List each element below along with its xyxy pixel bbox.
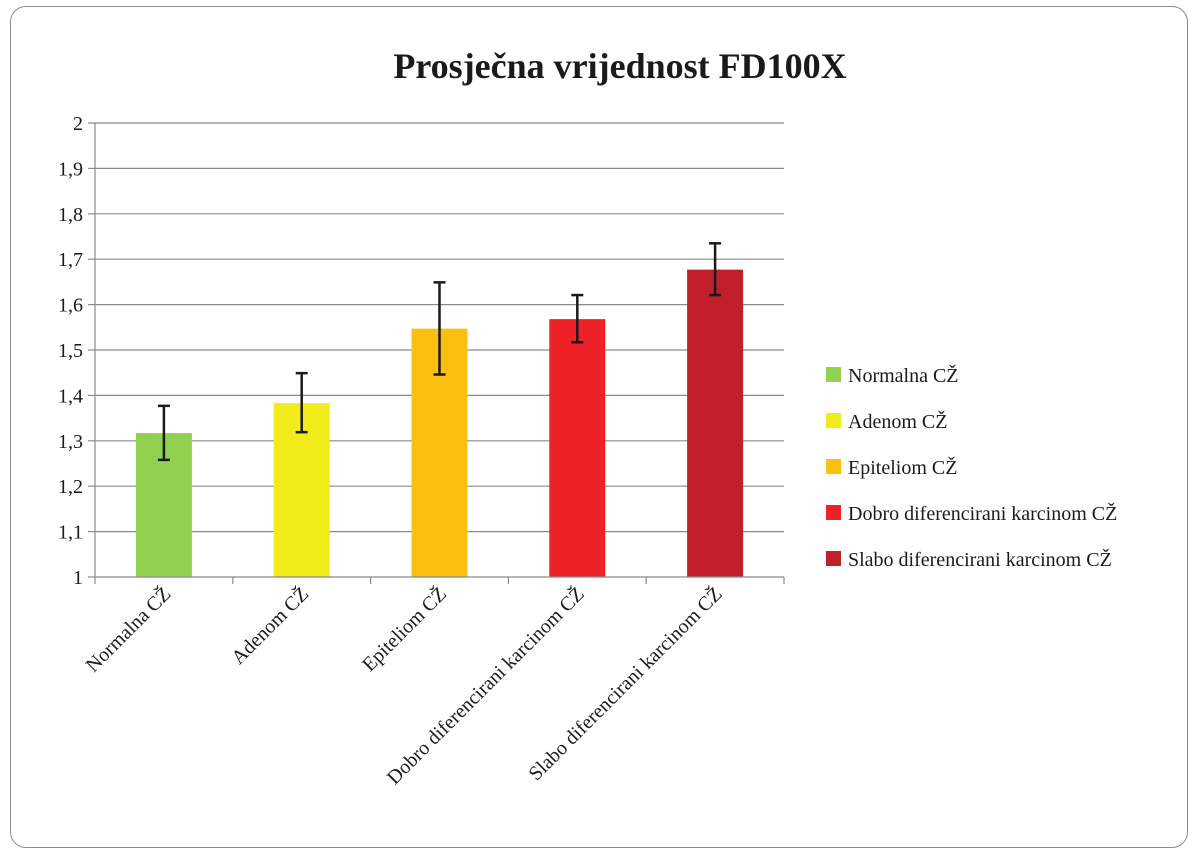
y-tick-label: 1,8 xyxy=(58,204,83,226)
legend-swatch xyxy=(826,551,841,566)
error-bars xyxy=(157,242,722,462)
legend-swatch xyxy=(826,367,841,382)
legend-swatch xyxy=(826,505,841,520)
y-tick-label: 1,3 xyxy=(58,431,83,453)
x-category-label: Adenom CŽ xyxy=(227,582,314,669)
x-category-label: Epiteliom CŽ xyxy=(357,582,451,676)
y-tick-label: 1,1 xyxy=(58,522,83,544)
y-tick-label: 1 xyxy=(73,567,83,589)
bar xyxy=(687,269,744,577)
legend-entry: Epiteliom CŽ xyxy=(848,456,957,479)
chart-title: Prosječna vrijednost FD100X xyxy=(393,46,846,86)
bar xyxy=(549,319,606,577)
x-category-label: Normalna CŽ xyxy=(81,582,175,676)
y-tick-label: 2 xyxy=(73,113,83,135)
legend-entry: Normalna CŽ xyxy=(848,364,959,387)
legend-entry: Adenom CŽ xyxy=(848,410,947,433)
y-tick-label: 1,9 xyxy=(58,158,83,180)
y-tick-label: 1,5 xyxy=(58,340,83,362)
legend-swatch xyxy=(826,459,841,474)
legend-swatch xyxy=(826,413,841,428)
legend-entry: Dobro diferencirani karcinom CŽ xyxy=(848,502,1117,525)
y-axis: 1 1,1 1,2 1,3 1,4 1,5 1,6 1,7 1,8 1,9 2 xyxy=(58,113,96,589)
legend: Normalna CŽ Adenom CŽ Epiteliom CŽ Dobro di… xyxy=(826,364,1117,571)
y-tick-label: 1,2 xyxy=(58,476,83,498)
legend-entry: Slabo diferencirani karcinom CŽ xyxy=(848,548,1112,571)
y-tick-label: 1,7 xyxy=(58,249,83,271)
y-tick-label: 1,4 xyxy=(58,385,83,407)
y-tick-label: 1,6 xyxy=(58,295,83,317)
gridlines xyxy=(95,122,784,533)
